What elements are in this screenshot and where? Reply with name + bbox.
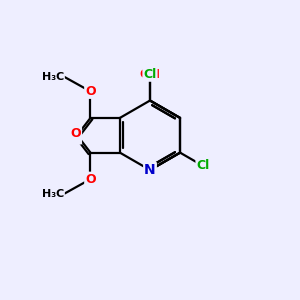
Text: O: O [70, 127, 81, 140]
Text: O: O [70, 130, 81, 143]
Text: N: N [144, 163, 156, 177]
Text: Cl: Cl [196, 159, 210, 172]
Text: H₃C: H₃C [42, 72, 64, 82]
Text: O: O [85, 85, 96, 98]
Text: O: O [85, 172, 96, 186]
Text: H₃C: H₃C [42, 189, 64, 199]
Text: OH: OH [140, 68, 160, 80]
Text: Cl: Cl [143, 68, 157, 80]
